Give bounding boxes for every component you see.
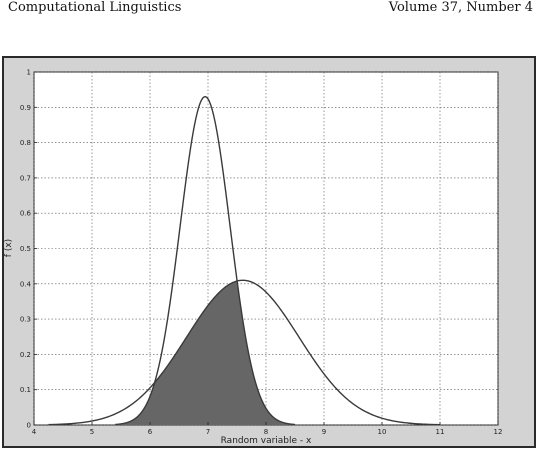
running-header-right: Volume 37, Number 4 xyxy=(388,0,533,15)
x-axis-label: Random variable - x xyxy=(221,436,312,446)
x-tick-label: 4 xyxy=(32,428,37,436)
y-tick-label: 0.4 xyxy=(20,280,32,288)
x-tick-label: 6 xyxy=(148,428,153,436)
series-line-2 xyxy=(48,279,441,426)
x-tick-label: 7 xyxy=(206,428,210,436)
y-tick-label: 0.7 xyxy=(20,174,31,182)
x-tick-label: 11 xyxy=(436,428,445,436)
y-tick-label: 0.9 xyxy=(20,104,31,112)
y-tick-label: 0.3 xyxy=(20,316,31,324)
x-tick-label: 10 xyxy=(378,428,387,436)
y-tick-label: 0 xyxy=(27,422,31,430)
y-tick-label: 0.1 xyxy=(20,386,31,394)
y-tick-label: 0.5 xyxy=(20,245,31,253)
x-tick-label: 5 xyxy=(90,428,94,436)
y-tick-label: 0.6 xyxy=(20,210,32,218)
y-tick-label: 0.2 xyxy=(20,351,31,359)
grid xyxy=(33,71,499,426)
x-tick-label: 8 xyxy=(264,428,268,436)
y-tick-label: 1 xyxy=(27,69,31,77)
x-tick-label: 9 xyxy=(322,428,326,436)
y-tick-label: 0.8 xyxy=(20,139,31,147)
series-lines xyxy=(48,96,441,426)
overlap-shaded-area xyxy=(115,281,295,425)
x-axis-ticks: 4 5 6 7 8 9 10 11 12 xyxy=(32,422,503,436)
running-header-left: Computational Linguistics xyxy=(8,0,182,15)
x-tick-label: 12 xyxy=(494,428,503,436)
y-axis-label: f (x) xyxy=(4,239,14,257)
y-axis-ticks: 0 0.1 0.2 0.3 0.4 0.5 0.6 0.7 0.8 0.9 1 xyxy=(20,69,37,430)
series-line-1 xyxy=(115,96,296,426)
